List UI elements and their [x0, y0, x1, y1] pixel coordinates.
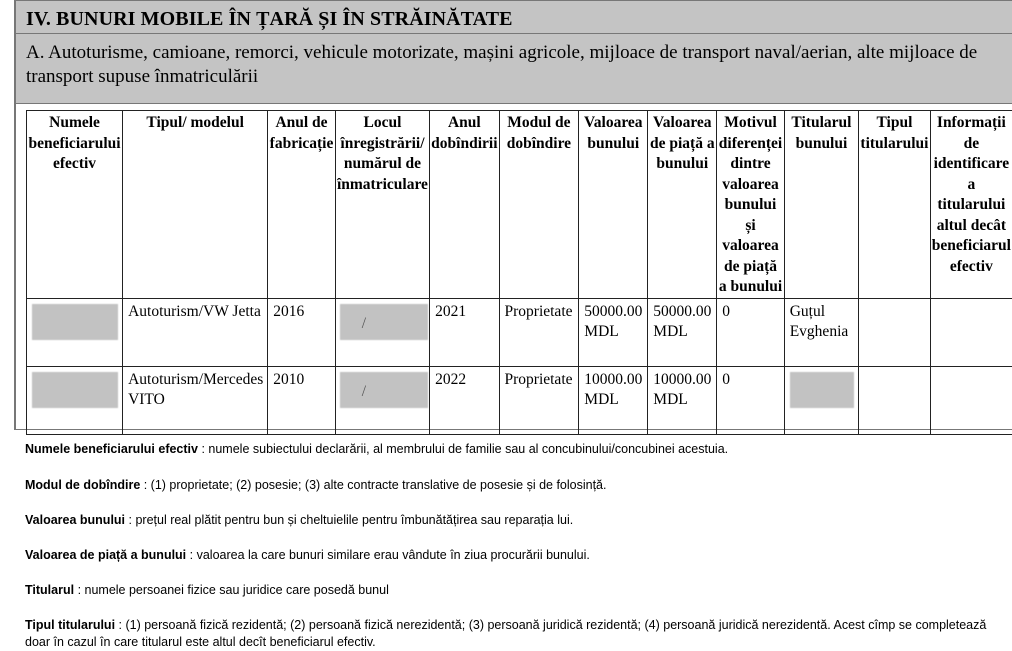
- cell-year-made: 2010: [267, 365, 336, 435]
- header-acquisition-mode: Modul de dobîndire: [498, 110, 580, 299]
- cell-year-made: 2016: [267, 297, 336, 367]
- table-row: Autoturism/VW Jetta 2016 / 2021 Propriet…: [25, 297, 1012, 367]
- cell-holder-info: [929, 297, 1012, 367]
- subsection-title: A. Autoturisme, camioane, remorci, vehic…: [14, 34, 1012, 104]
- redacted-block: [789, 371, 854, 408]
- cell-year-acquired: 2021: [429, 297, 500, 367]
- header-registration: Locul înregistrării/ numărul de înmatric…: [334, 110, 431, 299]
- legend-beneficiary: Numele beneficiarului efectiv : numele s…: [25, 442, 729, 456]
- header-holder-info: Informații de identificare a titularului…: [929, 110, 1012, 299]
- cell-registration: /: [334, 297, 431, 367]
- cell-model: Autoturism/Mercedes VITO: [122, 365, 269, 435]
- redacted-block: [32, 371, 118, 408]
- cell-value: 50000.00 MDL: [578, 297, 649, 367]
- cell-holder: Guțul Evghenia: [783, 297, 860, 367]
- cell-holder: [783, 365, 860, 435]
- cell-difference-reason: 0: [716, 365, 785, 435]
- declaration-page: IV. BUNURI MOBILE ÎN ȚARĂ ȘI ÎN STRĂINĂT…: [14, 0, 1012, 435]
- legend-holder: Titularul : numele persoanei fizice sau …: [25, 583, 389, 597]
- cell-value: 10000.00 MDL: [578, 365, 649, 435]
- header-model: Tipul/ modelul: [122, 110, 269, 299]
- vehicles-table: Numele beneficiarului efectiv Tipul/ mod…: [25, 110, 1012, 435]
- header-year-made: Anul de fabricație: [267, 110, 336, 299]
- cell-market-value: 50000.00 MDL: [647, 297, 718, 367]
- section-title: IV. BUNURI MOBILE ÎN ȚARĂ ȘI ÎN STRĂINĂT…: [14, 0, 1012, 34]
- header-holder-type: Tipul titularului: [858, 110, 931, 299]
- header-beneficiary: Numele beneficiarului efectiv: [25, 110, 124, 299]
- cell-model: Autoturism/VW Jetta: [122, 297, 269, 367]
- header-market-value: Valoarea de piață a bunului: [647, 110, 718, 299]
- cell-holder-info: [929, 365, 1012, 435]
- legend-market-value: Valoarea de piață a bunului : valoarea l…: [25, 548, 590, 562]
- redacted-block: [339, 303, 428, 340]
- header-difference-reason: Motivul diferenței dintre valoarea bunul…: [716, 110, 785, 299]
- redacted-block: [32, 303, 118, 340]
- legend-holder-type: Tipul titularului : (1) persoană fizică …: [25, 618, 987, 649]
- cell-holder-type: [858, 365, 931, 435]
- cell-holder-type: [858, 297, 931, 367]
- redacted-block: [339, 371, 428, 408]
- header-value: Valoarea bunului: [578, 110, 649, 299]
- cell-difference-reason: 0: [716, 297, 785, 367]
- header-year-acquired: Anul dobîndirii: [429, 110, 500, 299]
- legend-value: Valoarea bunului : prețul real plătit pe…: [25, 513, 574, 527]
- table-frame: Numele beneficiarului efectiv Tipul/ mod…: [14, 104, 1012, 435]
- cell-registration: /: [334, 365, 431, 435]
- header-holder: Titularul bunului: [783, 110, 860, 299]
- cell-beneficiary: [25, 365, 124, 435]
- cell-acquisition-mode: Proprietate: [498, 297, 580, 367]
- cell-year-acquired: 2022: [429, 365, 500, 435]
- cell-market-value: 10000.00 MDL: [647, 365, 718, 435]
- cell-beneficiary: [25, 297, 124, 367]
- table-header-row: Numele beneficiarului efectiv Tipul/ mod…: [25, 110, 1012, 299]
- cell-acquisition-mode: Proprietate: [498, 365, 580, 435]
- legend-acquisition-mode: Modul de dobîndire : (1) proprietate; (2…: [25, 478, 607, 492]
- table-row: Autoturism/Mercedes VITO 2010 / 2022 Pro…: [25, 365, 1012, 435]
